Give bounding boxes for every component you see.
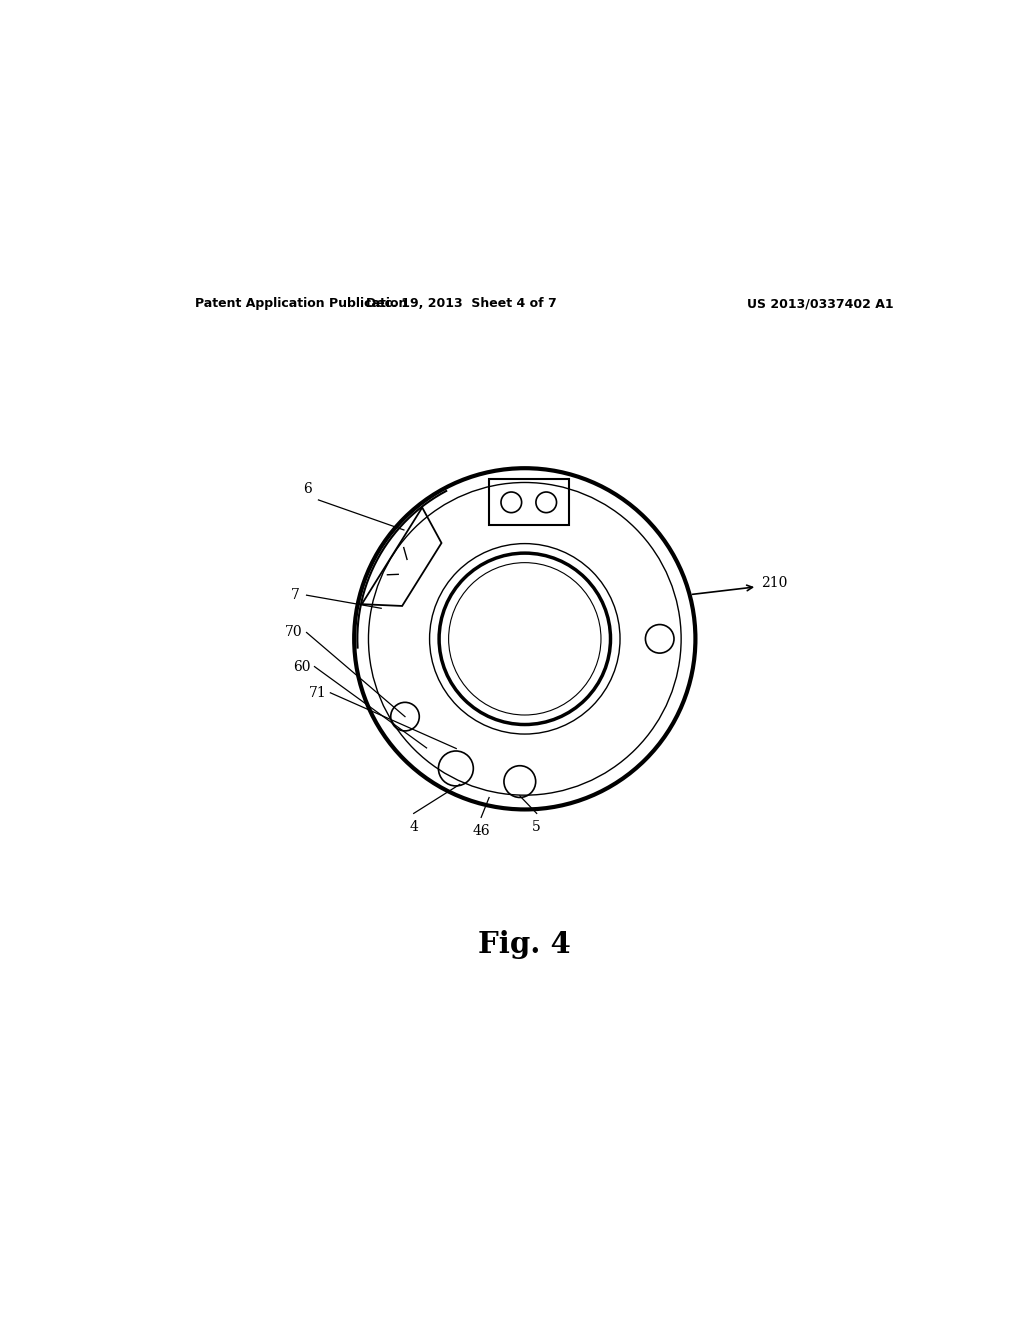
Text: 4: 4 <box>410 820 418 834</box>
Text: 6: 6 <box>303 482 312 496</box>
Text: US 2013/0337402 A1: US 2013/0337402 A1 <box>748 297 894 310</box>
Text: 60: 60 <box>293 660 310 673</box>
Text: 46: 46 <box>472 824 489 838</box>
Text: 210: 210 <box>761 576 787 590</box>
Text: 5: 5 <box>532 820 541 834</box>
Text: Patent Application Publication: Patent Application Publication <box>196 297 408 310</box>
Text: 70: 70 <box>285 626 303 639</box>
Text: 7: 7 <box>292 589 300 602</box>
Text: Fig. 4: Fig. 4 <box>478 929 571 958</box>
Text: Dec. 19, 2013  Sheet 4 of 7: Dec. 19, 2013 Sheet 4 of 7 <box>366 297 557 310</box>
Text: 71: 71 <box>308 686 327 700</box>
